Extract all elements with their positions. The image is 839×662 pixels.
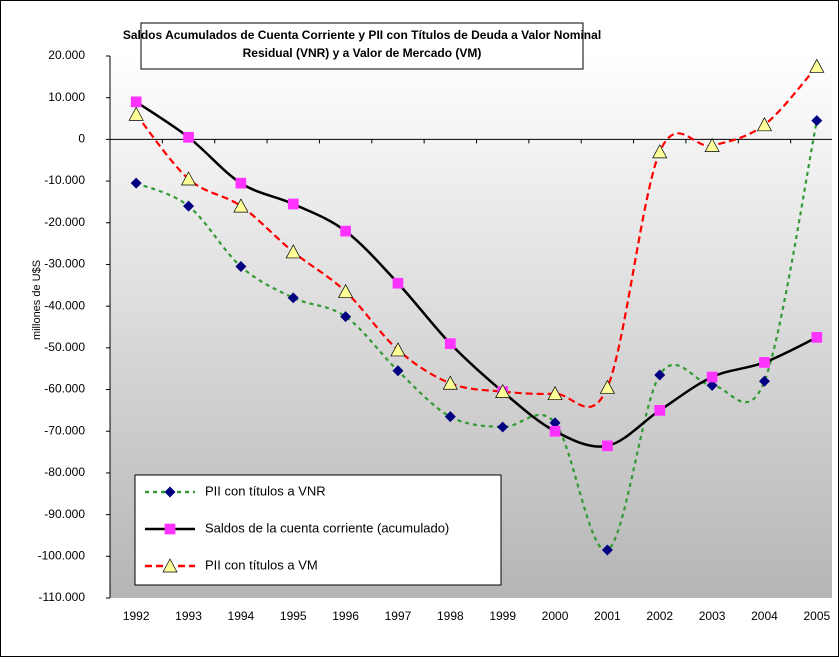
marker (390, 342, 406, 357)
marker (444, 338, 456, 350)
marker (287, 198, 299, 210)
marker (183, 131, 194, 143)
x-tick-label: 2001 (594, 609, 621, 623)
marker (547, 385, 563, 401)
marker (706, 371, 718, 383)
marker (285, 244, 301, 259)
marker (128, 106, 144, 121)
marker (235, 177, 247, 189)
x-tick-label: 2003 (699, 609, 726, 623)
marker (340, 311, 352, 323)
x-tick-label: 2004 (751, 609, 778, 623)
y-tick-label: 10.000 (48, 90, 85, 104)
legend-box (134, 474, 502, 586)
marker (495, 383, 511, 398)
y-tick-label: -60.000 (44, 382, 85, 396)
marker (338, 283, 354, 298)
y-tick-label: -20.000 (44, 215, 85, 229)
marker (654, 405, 666, 416)
marker (130, 177, 142, 189)
marker (601, 544, 613, 556)
y-tick-label: -90.000 (44, 507, 85, 521)
chart-title: Saldos Acumulados de Cuenta Corriente y … (123, 28, 601, 60)
y-tick-label: -100.000 (38, 548, 86, 562)
marker (811, 332, 823, 343)
marker (444, 411, 456, 423)
y-tick-label: 20.000 (48, 48, 85, 62)
y-tick-label: -40.000 (44, 298, 85, 312)
marker (183, 200, 195, 212)
marker (654, 369, 666, 381)
legend-label: Saldos de la cuenta corriente (acumulado… (205, 520, 449, 535)
marker (599, 379, 615, 394)
x-tick-label: 1998 (437, 609, 464, 623)
series-line (135, 65, 818, 409)
marker (162, 558, 178, 573)
y-tick-label: -110.000 (39, 590, 86, 604)
title-box (140, 22, 584, 70)
legend: PII con títulos a VNR Saldos de la cuenta… (134, 474, 502, 586)
x-tick-label: 1999 (489, 609, 516, 623)
y-tick-label: -80.000 (44, 465, 85, 479)
marker (706, 379, 718, 391)
marker (811, 115, 823, 127)
marker (392, 277, 404, 289)
marker (442, 375, 458, 390)
x-tick-label: 1996 (332, 609, 359, 623)
x-tick-label: 1995 (280, 609, 307, 623)
y-tick-label: -70.000 (44, 423, 85, 437)
marker (392, 365, 404, 377)
marker (130, 96, 142, 108)
marker (652, 144, 668, 159)
legend-label: PII con títulos a VNR (205, 483, 326, 498)
y-tick-label: 0 (78, 132, 85, 146)
marker (164, 486, 176, 498)
y-tick-label: -10.000 (44, 173, 85, 187)
x-tick-label: 1997 (385, 609, 412, 623)
marker (233, 198, 249, 213)
y-tick-label: -30.000 (44, 257, 85, 271)
marker (340, 225, 351, 237)
x-tick-label: 1993 (175, 609, 202, 623)
marker (602, 440, 613, 452)
marker (180, 171, 197, 186)
x-tick-label: 2002 (646, 609, 673, 623)
marker (809, 58, 825, 73)
y-tick-label: -50.000 (44, 340, 85, 354)
marker (549, 425, 561, 437)
marker (758, 375, 770, 387)
series-line (135, 120, 818, 552)
x-tick-label: 2000 (542, 609, 569, 623)
x-tick-label: 1994 (228, 609, 255, 623)
marker (164, 523, 176, 535)
marker (759, 357, 770, 368)
y-axis-label: millones de U$S (31, 260, 43, 340)
x-tick-label: 2005 (803, 609, 830, 623)
marker (704, 137, 720, 152)
legend-label: PII con títulos a VM (205, 557, 318, 572)
marker (235, 261, 247, 273)
x-tick-label: 1992 (123, 609, 150, 623)
marker (497, 421, 509, 433)
marker (287, 292, 299, 304)
marker (756, 117, 773, 132)
